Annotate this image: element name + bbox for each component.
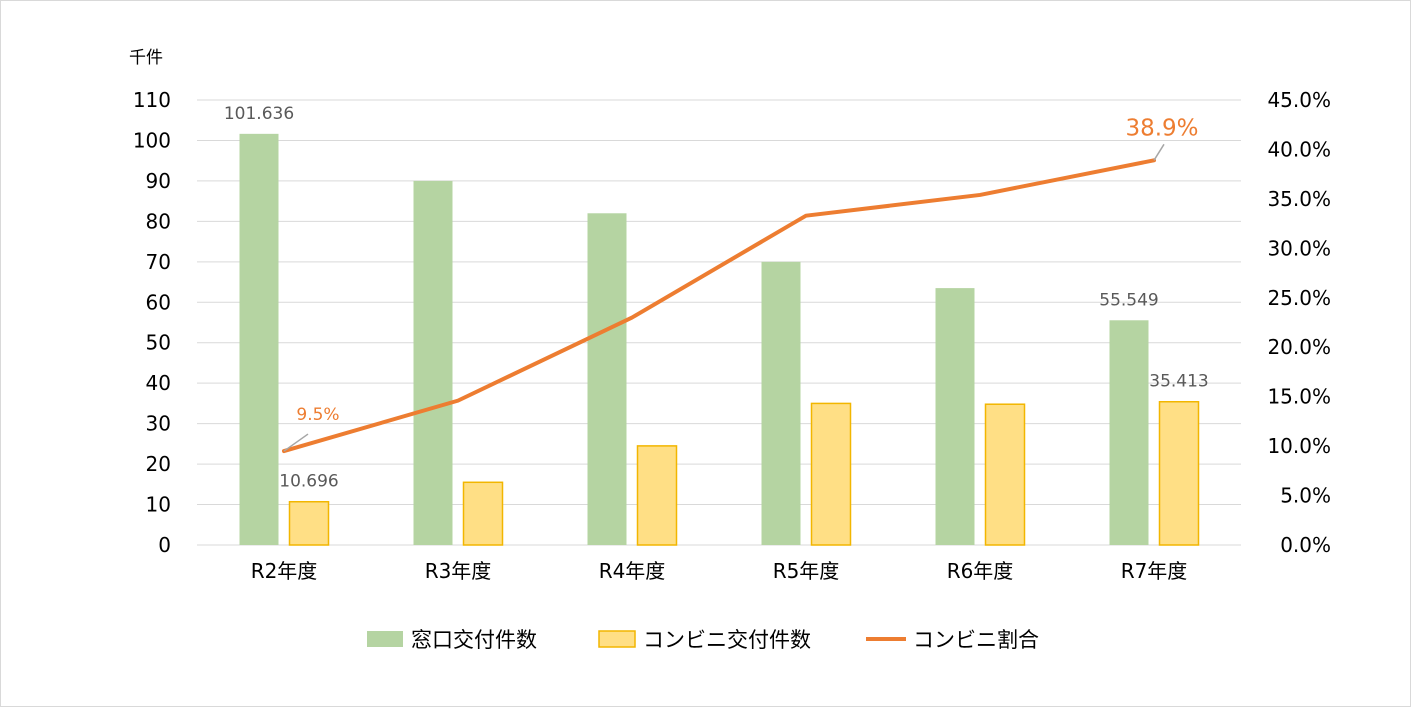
y2-tick-label: 25.0% [1267,286,1331,310]
bar-conbini [636,445,678,546]
y-unit-label: 千件 [129,48,163,68]
bar-conbini [462,481,504,546]
y-tick-label: 110 [133,88,171,112]
x-category-label: R3年度 [425,559,492,583]
bar-madoguchi [413,180,453,545]
bar-data-label: 35.413 [1149,372,1208,392]
line-data-label: 9.5% [296,405,339,425]
y2-tick-label: 30.0% [1267,236,1331,260]
y-tick-label: 20 [146,452,171,476]
y2-tick-label: 0.0% [1280,533,1331,557]
leader-line [283,433,309,452]
legend-swatch-conbini [598,630,636,648]
y2-tick-label: 45.0% [1267,88,1331,112]
y-tick-label: 100 [133,128,171,152]
y-tick-label: 50 [146,331,171,355]
y-tick-label: 80 [146,209,171,233]
bar-madoguchi [761,261,801,545]
bar-data-label: 10.696 [279,472,338,492]
y-tick-label: 0 [158,533,171,557]
x-category-label: R4年度 [599,559,666,583]
legend-label: コンビニ交付件数 [643,628,811,652]
legend-label: 窓口交付件数 [411,628,537,652]
bar-madoguchi [239,133,279,545]
bar-data-label: 55.549 [1099,290,1158,310]
y2-tick-label: 40.0% [1267,137,1331,161]
y2-tick-label: 35.0% [1267,187,1331,211]
bar-conbini [984,403,1026,546]
y-tick-label: 60 [146,290,171,314]
y2-tick-label: 20.0% [1267,335,1331,359]
y-tick-label: 30 [146,412,171,436]
y2-tick-label: 15.0% [1267,385,1331,409]
leader-line [1153,143,1165,161]
line-conbini-ratio [282,158,1156,454]
bar-conbini [288,500,330,546]
y-tick-label: 10 [146,493,171,517]
x-category-label: R5年度 [773,559,840,583]
legend-swatch-madoguchi [367,631,403,647]
y2-tick-label: 5.0% [1280,484,1331,508]
y2-tick-label: 10.0% [1267,434,1331,458]
bar-conbini [810,402,852,546]
line-data-label: 38.9% [1125,115,1198,141]
x-category-label: R2年度 [251,559,318,583]
legend-label: コンビニ割合 [913,628,1039,652]
y-tick-label: 40 [146,371,171,395]
y-tick-label: 70 [146,250,171,274]
x-category-label: R7年度 [1121,559,1188,583]
bar-madoguchi [1109,320,1149,545]
y-tick-label: 90 [146,169,171,193]
bar-data-label: 101.636 [224,104,294,124]
x-category-label: R6年度 [947,559,1014,583]
bar-madoguchi [935,288,975,545]
bar-madoguchi [587,213,627,546]
bar-conbini [1158,400,1200,546]
